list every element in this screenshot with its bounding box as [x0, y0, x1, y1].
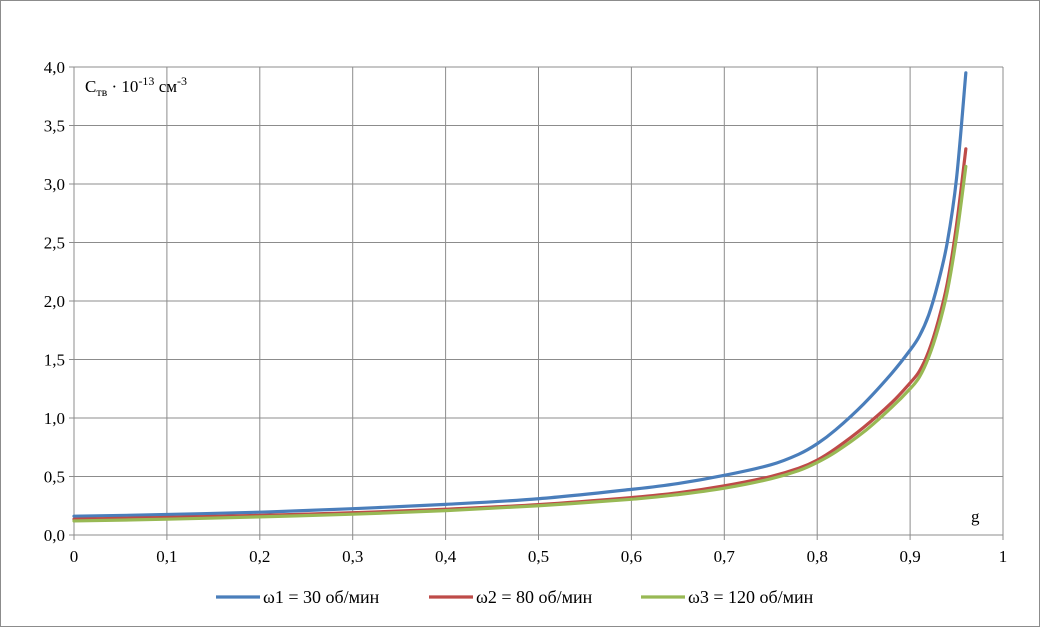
y-tick-label: 3,0 — [44, 175, 65, 194]
x-tick-label: 0,5 — [528, 547, 549, 566]
y-tick-label: 3,5 — [44, 117, 65, 136]
x-tick-label: 1 — [999, 547, 1008, 566]
x-tick-label: 0,8 — [807, 547, 828, 566]
y-tick-label: 0,5 — [44, 468, 65, 487]
y-tick-label: 2,5 — [44, 234, 65, 253]
legend-label-2: ω2 = 80 об/мин — [476, 587, 593, 607]
y-tick-label: 4,0 — [44, 58, 65, 77]
x-axis-label: g — [971, 507, 980, 526]
legend-label-3: ω3 = 120 об/мин — [688, 587, 814, 607]
y-tick-label: 0,0 — [44, 526, 65, 545]
series-line-3 — [72, 164, 968, 523]
x-tick-label: 0,6 — [621, 547, 642, 566]
gridlines — [74, 66, 1004, 535]
series-lines — [72, 71, 968, 523]
legend: ω1 = 30 об/мин ω2 = 80 об/мин ω3 = 120 об/… — [216, 587, 814, 607]
legend-label-1: ω1 = 30 об/мин — [263, 587, 380, 607]
y-tick-label: 2,0 — [44, 292, 65, 311]
y-tick-label: 1,0 — [44, 409, 65, 428]
x-tick-label: 0 — [70, 547, 79, 566]
x-tick-label: 0,9 — [899, 547, 920, 566]
series-line-1 — [72, 71, 968, 518]
x-tick-label: 0,4 — [435, 547, 457, 566]
axes: 0 0,1 0,2 0,3 0,4 0,5 0,6 0,7 0,8 0,9 1 0,0 0,5 1,0 1,… — [44, 58, 1008, 566]
y-tick-label: 1,5 — [44, 351, 65, 370]
x-tick-label: 0,2 — [249, 547, 270, 566]
x-tick-label: 0,3 — [342, 547, 363, 566]
axis-labels: Cтв · 10-13 см-3 g — [85, 74, 980, 526]
x-tick-label: 0,7 — [714, 547, 736, 566]
y-axis-label: Cтв · 10-13 см-3 — [85, 74, 187, 99]
x-tick-label: 0,1 — [156, 547, 177, 566]
series-line-2 — [72, 147, 968, 521]
